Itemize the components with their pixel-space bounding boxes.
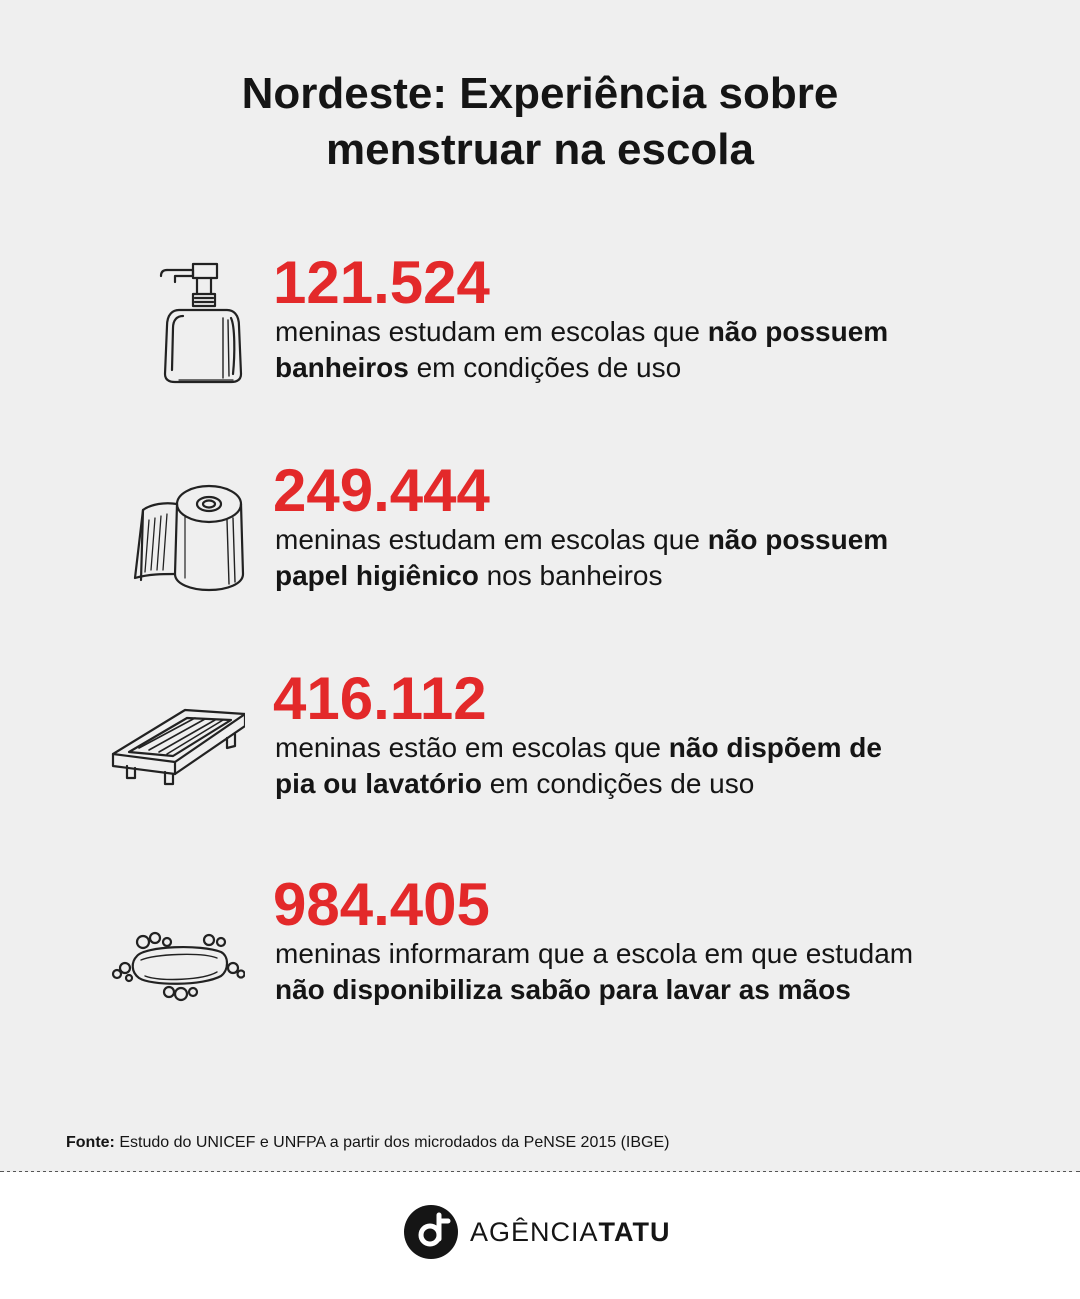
stat-number: 249.444 (273, 457, 490, 524)
stat-text-post: em condições de uso (408, 352, 682, 383)
stat-text-emphasis: não possuem banheiros (275, 316, 889, 383)
stat-text-pre: meninas informaram que a escola em que e… (275, 938, 914, 969)
stat-description: meninas estão em escolas que não dispõem… (275, 730, 925, 802)
stat-text-emphasis: não possuem papel higiênico (275, 524, 889, 591)
stat-text-emphasis: não disponibiliza sabão para lavar as mã… (275, 974, 851, 1005)
page-title: Nordeste: Experiência sobre menstruar na… (0, 66, 1080, 178)
stat-description: meninas estudam em escolas que não possu… (275, 314, 925, 386)
footer: AGÊNCIATATU (0, 1172, 1080, 1299)
title-line-1: Nordeste: Experiência sobre (241, 69, 839, 118)
stat-text-post: em condições de uso (481, 768, 755, 799)
source-label: Fonte: (66, 1134, 115, 1151)
soap-bar-icon (105, 912, 245, 1042)
title-line-2: menstruar na escola (326, 125, 754, 174)
brand-name: AGÊNCIATATU (470, 1217, 671, 1248)
stat-description: meninas informaram que a escola em que e… (275, 936, 915, 1008)
stat-text-pre: meninas estudam em escolas que (275, 316, 708, 347)
stat-text-pre: meninas estudam em escolas que (275, 524, 708, 555)
stat-text-pre: meninas estão em escolas que (275, 732, 669, 763)
sink-drain-icon (105, 674, 245, 804)
source-text: Estudo do UNICEF e UNFPA a partir dos mi… (114, 1134, 670, 1151)
source-note: Fonte: Estudo do UNICEF e UNFPA a partir… (66, 1133, 669, 1153)
agencia-tatu-logo-icon (404, 1205, 458, 1259)
brand-lockup[interactable]: AGÊNCIATATU (404, 1204, 671, 1260)
stat-text-post: nos banheiros (478, 560, 663, 591)
stat-description: meninas estudam em escolas que não possu… (275, 522, 925, 594)
brand-name-light: AGÊNCIA (470, 1216, 599, 1247)
stat-number: 984.405 (273, 871, 490, 938)
stat-number: 416.112 (273, 665, 487, 732)
brand-name-bold: TATU (598, 1216, 671, 1247)
stat-text-emphasis: não dispõem de pia ou lavatório (275, 732, 882, 799)
infographic-body: Nordeste: Experiência sobre menstruar na… (0, 0, 1080, 1172)
stat-number: 121.524 (273, 249, 490, 316)
soap-dispenser-icon (105, 254, 245, 384)
toilet-paper-icon (105, 470, 245, 600)
